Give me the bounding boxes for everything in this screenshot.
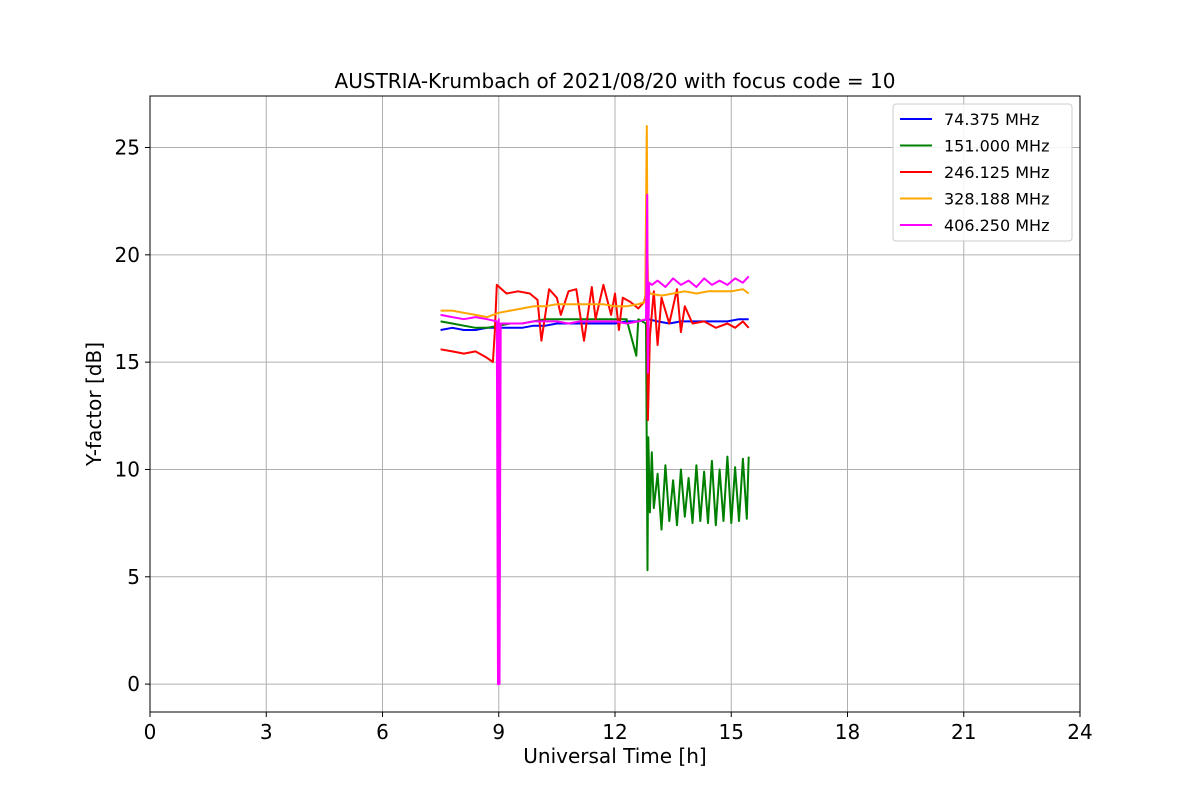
- y-tick-label: 5: [127, 565, 140, 589]
- legend: 74.375 MHz 151.000 MHz 246.125 MHz 328.1…: [892, 103, 1073, 242]
- x-tick-label: 21: [951, 720, 976, 744]
- y-axis-label: Y-factor [dB]: [82, 342, 106, 467]
- y-tick-label: 20: [115, 243, 140, 267]
- legend-box: [892, 103, 1073, 242]
- y-tick-label: 0: [127, 672, 140, 696]
- series-line-0: [440, 318, 749, 331]
- legend-label: 151.000 MHz: [944, 137, 1049, 156]
- series-layer: [440, 125, 750, 686]
- x-tick-label: 15: [719, 720, 744, 744]
- ticks: 0 3 6 9 12 15 18 21 24 0 5 10 15 20 25: [115, 136, 1093, 744]
- y-tick-label: 25: [115, 136, 140, 160]
- legend-label: 328.188 MHz: [944, 190, 1049, 209]
- x-tick-label: 0: [144, 720, 157, 744]
- legend-label: 246.125 MHz: [944, 163, 1049, 182]
- x-tick-label: 9: [492, 720, 505, 744]
- chart-title: AUSTRIA-Krumbach of 2021/08/20 with focu…: [335, 69, 896, 93]
- y-tick-label: 10: [115, 457, 140, 481]
- legend-label: 406.250 MHz: [944, 216, 1049, 235]
- x-tick-label: 6: [376, 720, 389, 744]
- x-tick-label: 12: [602, 720, 627, 744]
- x-tick-label: 24: [1067, 720, 1092, 744]
- grid: [149, 96, 1081, 712]
- legend-label: 74.375 MHz: [944, 110, 1039, 129]
- x-axis-label: Universal Time [h]: [523, 744, 706, 768]
- series-line-2: [440, 283, 750, 422]
- series-line-3: [440, 125, 750, 319]
- x-tick-label: 18: [835, 720, 860, 744]
- series-line-4: [440, 193, 750, 686]
- x-tick-label: 3: [260, 720, 273, 744]
- y-tick-label: 15: [115, 350, 140, 374]
